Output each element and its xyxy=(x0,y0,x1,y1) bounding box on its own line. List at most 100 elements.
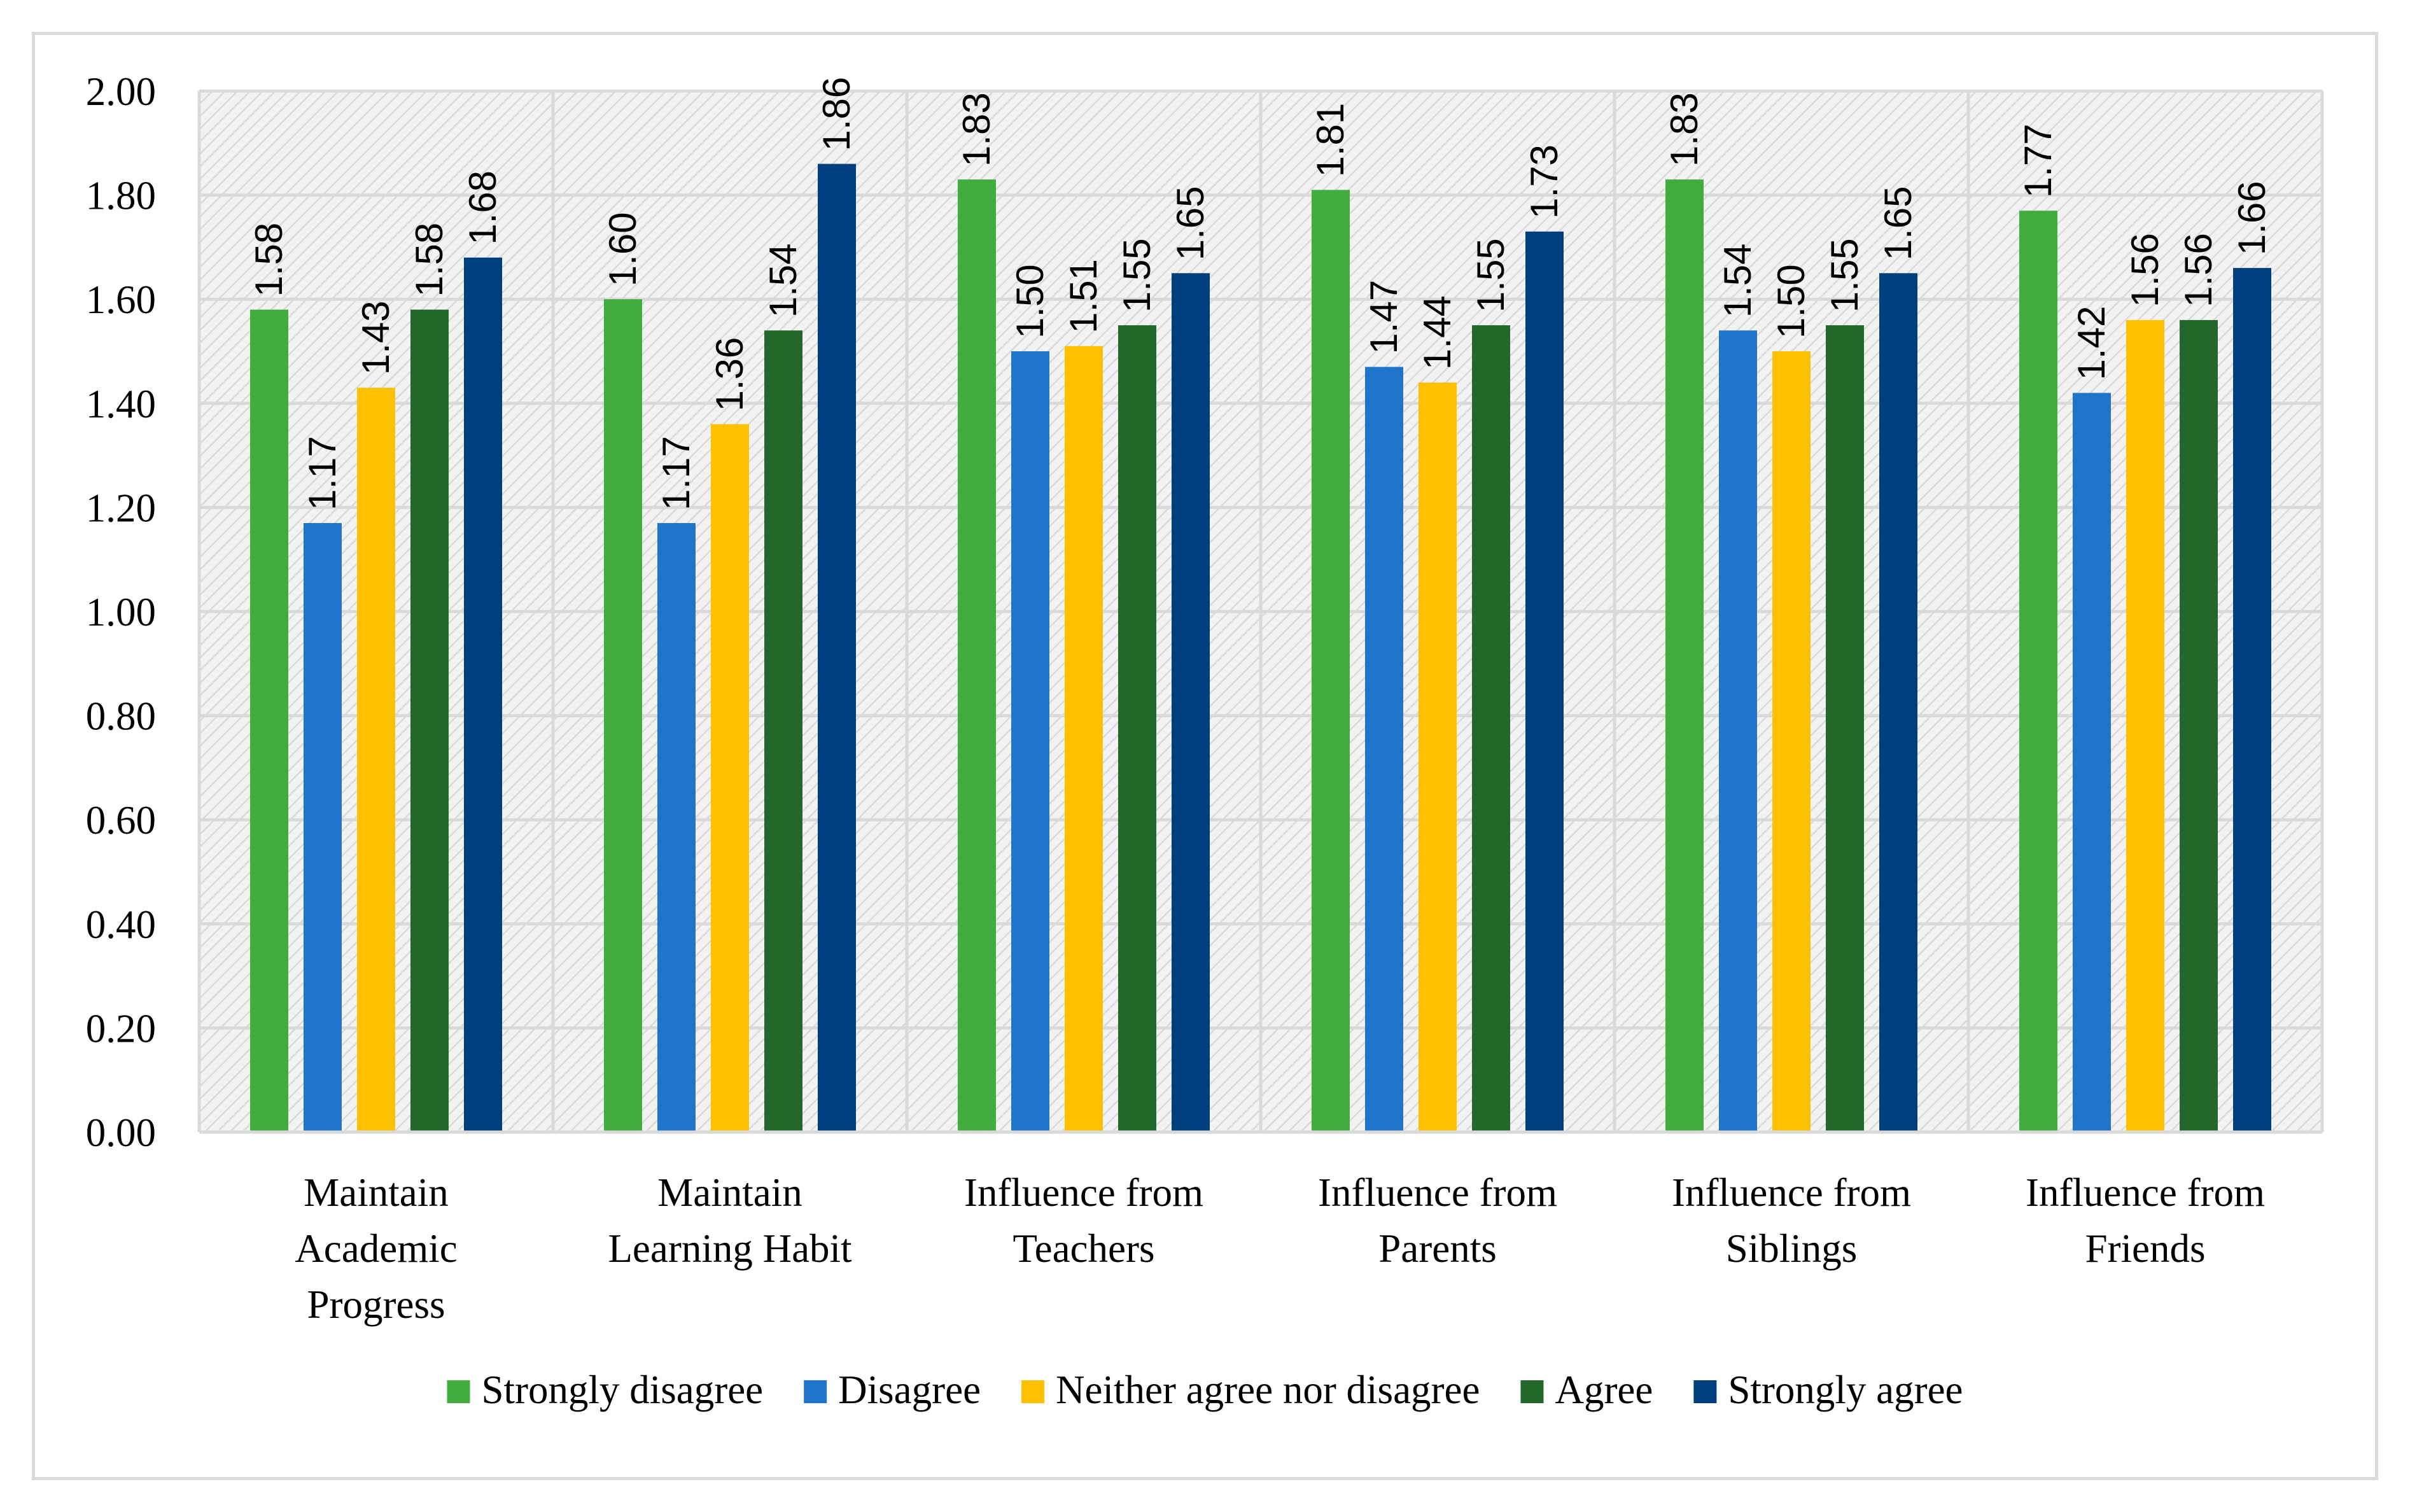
data-label: 1.44 xyxy=(1416,295,1459,370)
data-label: 1.77 xyxy=(2017,123,2059,198)
bar xyxy=(1312,190,1350,1132)
bar xyxy=(2019,211,2057,1132)
data-label: 1.17 xyxy=(301,436,344,510)
data-label: 1.86 xyxy=(815,77,858,151)
x-tick-label: Maintain xyxy=(304,1170,448,1215)
legend-swatch xyxy=(447,1380,470,1403)
data-label: 1.50 xyxy=(1770,264,1812,339)
data-label: 1.51 xyxy=(1062,259,1105,333)
data-label: 1.55 xyxy=(1116,238,1158,312)
y-tick-label: 2.00 xyxy=(86,69,156,114)
bar xyxy=(764,330,802,1132)
data-label: 1.56 xyxy=(2124,233,2166,307)
bar xyxy=(1665,179,1704,1132)
y-tick-label: 0.80 xyxy=(86,694,156,739)
data-label: 1.81 xyxy=(1309,103,1352,178)
y-tick-label: 1.20 xyxy=(86,486,156,530)
data-label: 1.47 xyxy=(1363,280,1405,354)
y-tick-label: 1.60 xyxy=(86,277,156,322)
data-label: 1.73 xyxy=(1523,144,1566,219)
bar xyxy=(250,309,288,1132)
legend-item: Disagree xyxy=(804,1368,981,1412)
y-tick-label: 1.40 xyxy=(86,382,156,426)
bar xyxy=(604,299,642,1133)
bar xyxy=(1172,273,1210,1132)
data-label: 1.65 xyxy=(1169,186,1212,261)
bar xyxy=(958,179,996,1132)
x-tick-label: Siblings xyxy=(1726,1226,1858,1271)
legend-label: Strongly agree xyxy=(1728,1368,1963,1412)
legend-label: Neither agree nor disagree xyxy=(1056,1368,1480,1412)
y-tick-label: 1.00 xyxy=(86,590,156,634)
bar xyxy=(1719,330,1757,1132)
x-tick-label: Teachers xyxy=(1013,1226,1155,1271)
legend-item: Agree xyxy=(1520,1368,1653,1412)
bar xyxy=(2073,393,2111,1133)
bar xyxy=(1472,325,1510,1133)
x-tick-label: Progress xyxy=(307,1282,445,1327)
x-tick-label: Influence from xyxy=(1318,1170,1557,1215)
bar xyxy=(1065,346,1103,1132)
x-tick-label: Influence from xyxy=(964,1170,1203,1215)
data-label: 1.65 xyxy=(1877,186,1919,261)
legend-label: Disagree xyxy=(838,1368,981,1412)
data-label: 1.68 xyxy=(461,171,504,245)
bar xyxy=(1879,273,1917,1132)
legend-item: Strongly agree xyxy=(1693,1368,1963,1412)
data-label: 1.58 xyxy=(408,223,451,297)
data-label: 1.83 xyxy=(1663,92,1706,167)
bar xyxy=(304,522,342,1132)
data-label: 1.17 xyxy=(655,436,697,510)
data-label: 1.58 xyxy=(248,223,290,297)
y-tick-label: 0.20 xyxy=(86,1006,156,1051)
bar xyxy=(657,522,696,1132)
bar xyxy=(711,424,749,1132)
data-label: 1.83 xyxy=(955,92,998,167)
data-label: 1.60 xyxy=(601,212,644,286)
y-tick-label: 0.60 xyxy=(86,798,156,843)
bar xyxy=(1525,231,1564,1132)
x-tick-label: Parents xyxy=(1378,1226,1496,1271)
data-label: 1.50 xyxy=(1009,264,1051,339)
legend-label: Strongly disagree xyxy=(481,1368,763,1412)
bar xyxy=(1118,325,1156,1133)
x-tick-label: Maintain xyxy=(657,1170,802,1215)
legend-item: Neither agree nor disagree xyxy=(1021,1368,1480,1412)
y-tick-label: 0.40 xyxy=(86,902,156,947)
x-tick-label: Academic xyxy=(295,1226,457,1271)
x-tick-label: Friends xyxy=(2085,1226,2206,1271)
data-label: 1.43 xyxy=(354,300,397,375)
data-label: 1.54 xyxy=(1716,243,1759,318)
legend-swatch xyxy=(1520,1380,1544,1403)
bar xyxy=(1826,325,1864,1133)
x-tick-label: Influence from xyxy=(2026,1170,2265,1215)
legend-label: Agree xyxy=(1555,1368,1653,1412)
bar xyxy=(1419,382,1457,1132)
bar xyxy=(1011,351,1049,1132)
bar xyxy=(2180,319,2218,1132)
y-tick-label: 1.80 xyxy=(86,174,156,218)
bar xyxy=(1365,367,1403,1132)
x-tick-label: Influence from xyxy=(1672,1170,1911,1215)
data-label: 1.66 xyxy=(2231,181,2273,255)
bar xyxy=(357,388,395,1132)
data-label: 1.36 xyxy=(708,337,751,412)
y-tick-label: 0.00 xyxy=(86,1110,156,1155)
data-label: 1.56 xyxy=(2177,233,2220,307)
data-label: 1.42 xyxy=(2070,306,2113,381)
bar xyxy=(464,257,502,1132)
bar xyxy=(1772,351,1811,1132)
bar xyxy=(410,309,449,1132)
bar xyxy=(2126,319,2164,1132)
data-label: 1.54 xyxy=(762,243,804,318)
legend-swatch xyxy=(1693,1380,1717,1403)
legend-swatch xyxy=(1021,1380,1045,1403)
legend-item: Strongly disagree xyxy=(447,1368,763,1412)
legend-swatch xyxy=(804,1380,827,1403)
bar xyxy=(2233,268,2271,1132)
x-tick-label: Learning Habit xyxy=(608,1226,852,1271)
data-label: 1.55 xyxy=(1469,238,1512,312)
data-label: 1.55 xyxy=(1823,238,1866,312)
bar xyxy=(818,164,856,1132)
